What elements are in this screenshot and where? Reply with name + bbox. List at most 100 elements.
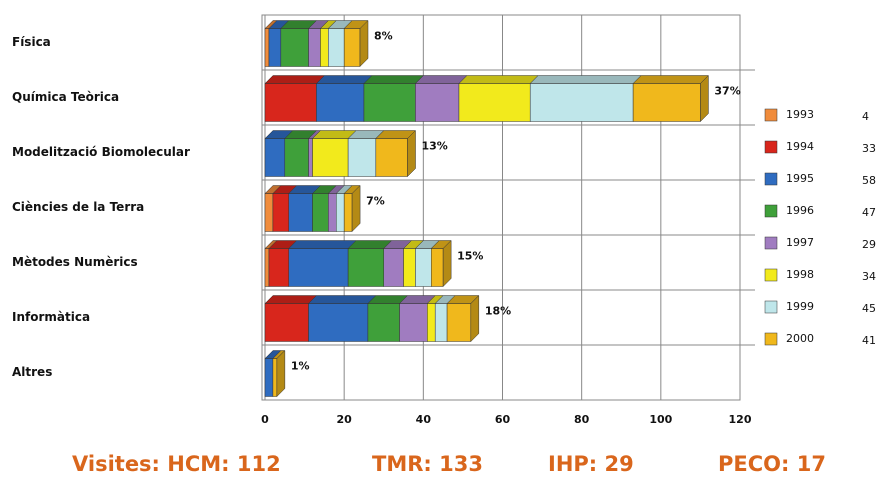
legend-label: 1995 (786, 172, 814, 185)
bar-segment (336, 193, 345, 232)
bar-segment (431, 248, 444, 287)
bar-top (363, 75, 425, 84)
bar-segment (272, 358, 278, 397)
footer-stat: PECO: 17 (718, 452, 826, 476)
bar-segment (264, 303, 309, 342)
x-tick-label: 100 (649, 413, 672, 426)
bar-segment (316, 83, 365, 122)
bar-segment (308, 28, 321, 67)
bar-segment (347, 248, 384, 287)
bar-segment (284, 138, 309, 177)
footer-stat: Visites: HCM: 112 (72, 452, 281, 476)
legend-swatch (764, 108, 778, 122)
bar-segment (415, 248, 432, 287)
category-label: Ciències de la Terra (12, 200, 144, 214)
bar-segment (458, 83, 531, 122)
bar-segment (308, 138, 313, 177)
share-label: 7% (366, 195, 385, 208)
legend-swatch (764, 140, 778, 154)
bar-segment (383, 248, 404, 287)
bar-segment (320, 28, 329, 67)
bar-top (288, 240, 357, 249)
bar-end (700, 74, 709, 123)
category-label: Mètodes Numèrics (12, 255, 138, 269)
legend-label: 1997 (786, 236, 814, 249)
bar-segment (343, 28, 361, 67)
legend-total: 29 (862, 238, 876, 251)
bar-end (351, 184, 361, 233)
bar-segment (268, 248, 290, 287)
bar-segment (264, 28, 270, 67)
category-label: Química Teòrica (12, 90, 119, 104)
footer-stat: TMR: 133 (372, 452, 483, 476)
legend-label: 1993 (786, 108, 814, 121)
bar-segment (399, 303, 428, 342)
category-label: Altres (12, 365, 52, 379)
bar-segment (363, 83, 416, 122)
share-label: 13% (422, 140, 448, 153)
legend-label: 1998 (786, 268, 814, 281)
category-label: Física (12, 35, 51, 49)
bar-segment (264, 83, 317, 122)
share-label: 18% (485, 305, 511, 318)
bar-end (442, 239, 452, 288)
legend-label: 1996 (786, 204, 814, 217)
legend-swatch (764, 332, 778, 346)
legend-swatch (764, 172, 778, 186)
bar-segment (288, 248, 349, 287)
bar-segment (288, 193, 313, 232)
bar-segment (367, 303, 400, 342)
share-label: 8% (374, 30, 393, 43)
legend-swatch (764, 236, 778, 250)
x-tick-label: 0 (261, 413, 269, 426)
legend-total: 33 (862, 142, 876, 155)
bar-segment (434, 303, 448, 342)
legend-swatch (764, 300, 778, 314)
bar-segment (347, 138, 377, 177)
bar-segment (268, 28, 282, 67)
bar-segment (312, 193, 329, 232)
bar-segment (632, 83, 701, 122)
bar-top (307, 295, 377, 304)
legend-swatch (764, 268, 778, 282)
bar-top (264, 75, 326, 84)
bar-segment (264, 138, 286, 177)
x-tick-label: 120 (729, 413, 752, 426)
bar-segment (264, 358, 274, 397)
bar-segment (427, 303, 436, 342)
x-tick-label: 80 (574, 413, 590, 426)
legend-total: 47 (862, 206, 876, 219)
share-label: 15% (457, 250, 483, 263)
bar-top (315, 75, 373, 84)
bar-segment (308, 303, 369, 342)
bar-segment (343, 193, 353, 232)
bar-segment (328, 193, 337, 232)
bar-end (407, 129, 416, 178)
share-label: 37% (714, 85, 740, 98)
category-label: Modelització Biomolecular (12, 145, 190, 159)
bar-top (458, 75, 539, 84)
legend-swatch (764, 204, 778, 218)
bar-end (276, 349, 286, 398)
x-tick-label: 20 (337, 413, 353, 426)
bar-segment (446, 303, 472, 342)
bar-segment (415, 83, 460, 122)
legend-label: 1999 (786, 300, 814, 313)
bar-top (264, 295, 318, 304)
legend-total: 4 (862, 110, 869, 123)
legend-total: 45 (862, 302, 876, 315)
bar-end (470, 294, 480, 343)
bar-top (529, 75, 642, 84)
legend-total: 34 (862, 270, 876, 283)
footer-stat: IHP: 29 (548, 452, 634, 476)
bar-top (414, 75, 468, 84)
x-tick-label: 40 (416, 413, 432, 426)
bar-segment (264, 248, 270, 287)
bar-end (359, 19, 369, 68)
bar-segment (375, 138, 408, 177)
x-tick-label: 60 (495, 413, 511, 426)
category-label: Informàtica (12, 310, 90, 324)
bar-segment (264, 193, 274, 232)
legend-total: 58 (862, 174, 876, 187)
bar-segment (403, 248, 416, 287)
